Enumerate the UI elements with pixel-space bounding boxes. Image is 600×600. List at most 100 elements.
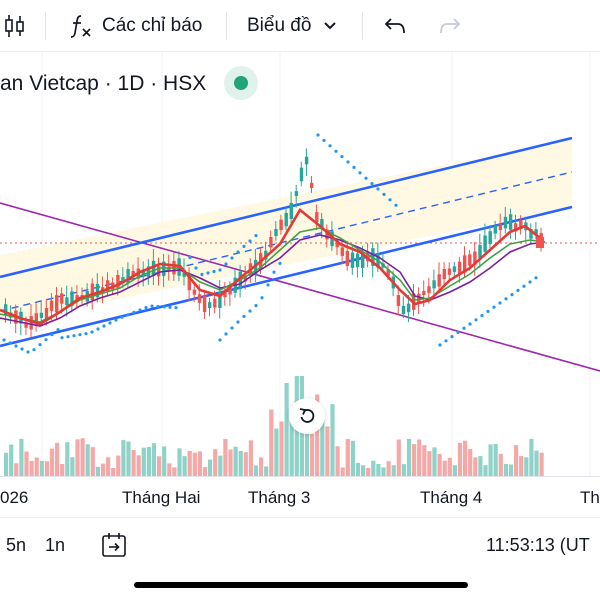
range-1n-button[interactable]: 1n [45, 534, 66, 555]
candle-body [320, 218, 324, 228]
candle-body [396, 295, 401, 306]
candle-body [65, 297, 69, 306]
volume-bar [141, 447, 146, 476]
volume-bar [151, 443, 157, 476]
candle-body [534, 229, 538, 235]
sar-dot [462, 326, 466, 330]
volume-bar [39, 460, 44, 476]
sar-dot [352, 165, 356, 169]
candlestick-icon[interactable] [4, 0, 26, 52]
volume-bar [167, 463, 172, 476]
sar-dot [50, 333, 54, 337]
trendline [0, 202, 600, 372]
sar-dot [90, 330, 94, 334]
channel-lower-line [0, 205, 573, 348]
candle-body [498, 224, 503, 231]
volume-bar [111, 467, 116, 476]
volume-bar [172, 467, 177, 476]
sar-dot [534, 276, 538, 280]
sar-dot [194, 266, 198, 270]
volume-bar [29, 461, 34, 476]
sar-dot [60, 336, 64, 340]
volume-bar [264, 466, 269, 476]
volume-bar [432, 447, 437, 476]
time-axis[interactable]: 026 Tháng Hai Tháng 3 Tháng 4 Th [0, 476, 600, 516]
candle-body [187, 274, 191, 291]
volume-bar [503, 463, 508, 476]
volume-bar [534, 450, 539, 476]
candle-body [29, 316, 33, 330]
go-to-date-icon[interactable] [100, 518, 128, 572]
candle-body [157, 266, 161, 277]
sar-dot [2, 338, 6, 342]
sar-dot [144, 306, 148, 310]
volume-bar [366, 467, 371, 476]
candle-body [473, 251, 477, 265]
channel-mid-line [0, 171, 573, 312]
sar-dot [44, 338, 48, 342]
volume-bar [478, 456, 483, 476]
sar-dot [364, 176, 368, 180]
sar-dot [346, 160, 350, 164]
sar-dot [150, 304, 154, 308]
undo-icon[interactable] [384, 0, 408, 52]
volume-bar [335, 446, 340, 476]
candle-body [4, 304, 8, 316]
volume-bar [208, 459, 213, 476]
volume-bar [376, 463, 381, 476]
symbol-legend[interactable]: an Vietcap · 1D · HSX [0, 64, 206, 104]
volume-bar [514, 445, 519, 476]
volume-bar [95, 466, 100, 476]
sar-dot [132, 310, 136, 314]
volume-bar [192, 452, 197, 476]
sar-dot [456, 330, 460, 334]
toolbar-divider [226, 12, 227, 40]
volume-bar [468, 448, 473, 476]
volume-bar [238, 450, 243, 476]
redo-icon[interactable] [437, 0, 461, 52]
ma-red-line [0, 208, 541, 326]
volume-bar [80, 438, 85, 476]
volume-bar [539, 452, 544, 476]
market-status-indicator[interactable] [224, 66, 258, 100]
toolbar-divider [45, 12, 46, 40]
volume-bar [488, 444, 493, 476]
candle-body [162, 261, 166, 277]
chart-type-button[interactable]: Biểu đồ [247, 0, 337, 52]
volume-bar [274, 428, 279, 476]
price-chart[interactable] [0, 0, 600, 476]
x-axis-label: 026 [0, 488, 29, 507]
candle-body [463, 255, 467, 273]
top-toolbar: Các chỉ báo Biểu đồ [0, 0, 600, 52]
sar-dot [200, 272, 204, 277]
volume-bar [381, 467, 386, 476]
sar-dot [162, 305, 166, 309]
clock-timezone[interactable]: 11:53:13 (UT [486, 534, 590, 555]
candle-body [223, 291, 227, 298]
candle-body [151, 260, 156, 276]
volume-bar [34, 457, 39, 476]
indicators-button[interactable]: Các chỉ báo [68, 0, 202, 52]
reset-chart-button[interactable] [289, 398, 325, 434]
sar-dot [66, 335, 70, 339]
volume-bar [116, 455, 121, 476]
sar-dot [480, 314, 484, 318]
volume-bar [70, 457, 75, 476]
candle-body [503, 216, 508, 229]
sar-dot [14, 344, 18, 348]
candle-body [355, 253, 360, 268]
sar-dot [32, 348, 36, 352]
volume-bar [197, 451, 202, 476]
x-axis-label: Tháng 4 [420, 488, 483, 507]
candle-body [437, 274, 441, 287]
volume-bar [310, 434, 315, 476]
volume-bar [269, 409, 274, 476]
candle-body [34, 313, 38, 325]
volume-bar [427, 451, 432, 476]
sar-dot [498, 301, 502, 305]
volume-bar [100, 463, 106, 476]
sar-dot [242, 244, 246, 248]
candle-body [95, 283, 100, 298]
range-5n-button[interactable]: 5n [6, 534, 27, 555]
sar-dot [120, 315, 124, 319]
